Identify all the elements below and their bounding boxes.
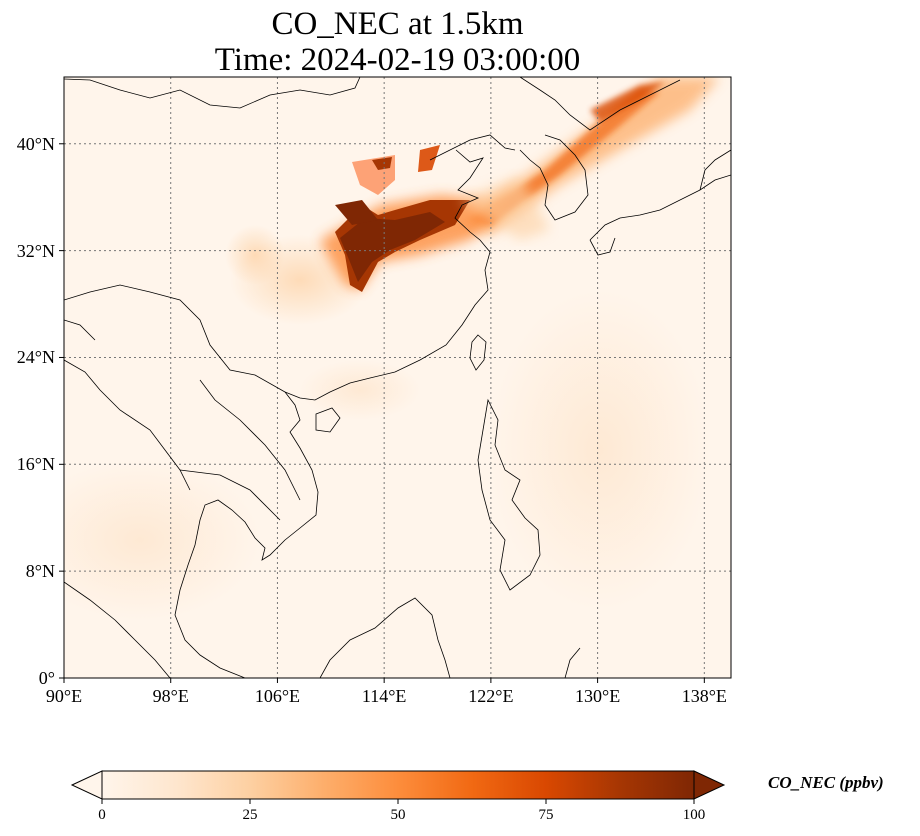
lon-tick-label: 114°E — [361, 686, 407, 706]
lat-tick-label: 16°N — [16, 454, 55, 475]
colorbar-gradient — [102, 771, 694, 799]
lat-tick-label: 40°N — [16, 133, 55, 154]
colorbar-label: CO_NEC (ppbv) — [768, 773, 884, 792]
axis-tick-marks — [59, 143, 705, 683]
lon-tick-label: 98°E — [152, 686, 189, 706]
lat-tick-label: 8°N — [25, 561, 55, 582]
lon-tick-label: 90°E — [45, 686, 83, 706]
map-gridlines — [64, 77, 731, 678]
colorbar-tick-label: 100 — [682, 807, 706, 823]
lat-tick-label: 0° — [38, 668, 55, 688]
colorbar-tick-label: 25 — [242, 807, 258, 823]
lon-tick-label: 138°E — [681, 686, 727, 706]
concentration-field — [64, 77, 720, 620]
lat-tick-label: 24°N — [16, 347, 55, 368]
colorbar-tick-label: 0 — [98, 807, 106, 823]
map-frame — [63, 76, 732, 679]
map-title-line1: CO_NEC at 1.5km — [271, 6, 524, 42]
lon-tick-label: 130°E — [574, 686, 621, 706]
lat-tick-label: 32°N — [16, 240, 55, 261]
colorbar-max-extend — [693, 770, 726, 800]
colorbar-tick-label: 75 — [538, 807, 554, 823]
colorbar-min-extend — [70, 770, 103, 800]
map-title-line2: Time: 2024-02-19 03:00:00 — [214, 42, 581, 78]
colorbar — [70, 770, 726, 804]
coastlines — [64, 77, 731, 678]
lon-tick-label: 122°E — [468, 686, 514, 706]
lon-tick-label: 106°E — [254, 686, 301, 706]
colorbar-tick-label: 50 — [390, 807, 406, 823]
